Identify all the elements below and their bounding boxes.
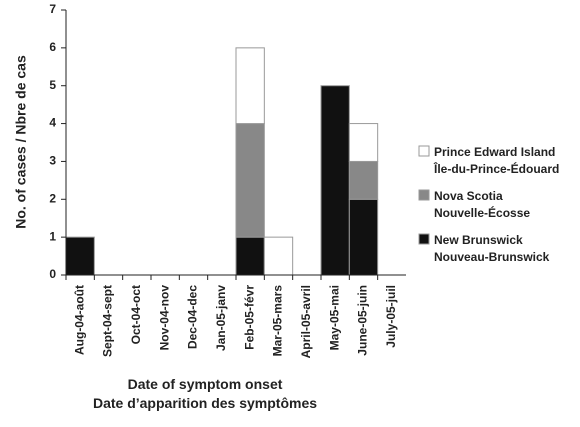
- x-tick-label: April-05-avril: [299, 285, 313, 358]
- x-axis-label: Date of symptom onset Date d’apparition …: [92, 376, 318, 411]
- legend-swatch: [418, 233, 430, 245]
- x-tick-label: Mar-05-mars: [271, 285, 285, 357]
- legend-swatch: [418, 189, 430, 201]
- y-tick-label: 2: [49, 191, 56, 205]
- x-tick-label: June-05-juin: [356, 285, 370, 356]
- bar-segment: [65, 236, 95, 276]
- y-tick-label: 6: [49, 40, 56, 54]
- bar-segment: [348, 160, 379, 200]
- bar-segment: [320, 85, 350, 276]
- bar-segment: [263, 236, 294, 276]
- y-axis-label: No. of cases / Nbre de cas: [13, 55, 29, 229]
- legend-label: Prince Edward Island Île-du-Prince-Édoua…: [434, 145, 560, 176]
- x-tick-label: May-05-mai: [327, 285, 341, 350]
- y-tick-label: 3: [49, 154, 56, 168]
- x-tick-label: Nov-04-nov: [157, 285, 171, 351]
- bar-segment: [348, 198, 379, 276]
- x-tick-label: Jan-05-janv: [214, 285, 228, 351]
- legend-label: Nova Scotia Nouvelle-Écosse: [434, 189, 531, 220]
- bar-segment: [235, 123, 265, 238]
- x-tick-label: Feb-05-févr: [242, 285, 256, 350]
- y-tick-label: 0: [49, 267, 56, 281]
- x-tick-label: Sept-04-sept: [101, 285, 115, 357]
- y-tick-label: 5: [49, 78, 56, 92]
- legend-swatch: [418, 145, 430, 157]
- bar-segment: [235, 236, 265, 276]
- bar-segment: [235, 47, 265, 125]
- y-tick-label: 4: [49, 116, 56, 130]
- x-tick-label: Aug-04-août: [72, 285, 86, 355]
- legend-label: New Brunswick Nouveau-Brunswick: [434, 233, 550, 264]
- x-tick-label: July-05-juil: [384, 285, 398, 348]
- bar-segment: [348, 123, 379, 162]
- y-tick-label: 7: [49, 2, 56, 16]
- x-tick-label: Dec-04-dec: [186, 285, 200, 349]
- x-tick-label: Oct-04-oct: [129, 285, 143, 344]
- y-tick-label: 1: [49, 229, 56, 243]
